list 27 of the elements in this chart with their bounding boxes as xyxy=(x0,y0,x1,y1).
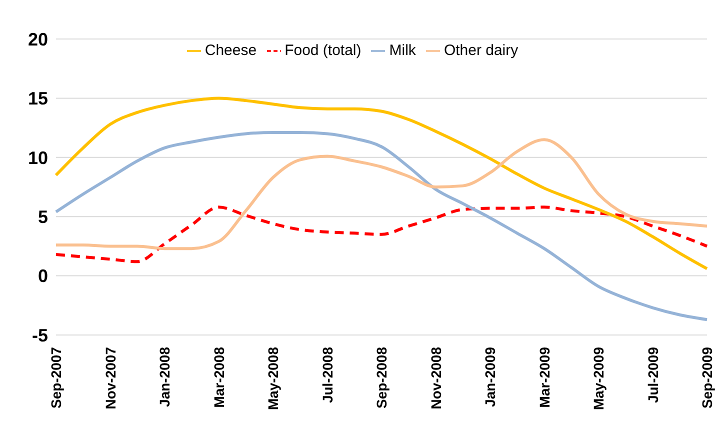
legend-label: Cheese xyxy=(204,42,257,59)
legend-label: Milk xyxy=(389,42,416,59)
y-tick-label: 10 xyxy=(28,148,48,168)
y-tick-label: 0 xyxy=(38,266,48,286)
line-series xyxy=(54,206,708,264)
x-tick-label: Sep-2007 xyxy=(48,346,64,408)
line-series xyxy=(54,131,708,322)
x-tick-label: Nov-2008 xyxy=(428,346,444,410)
x-tick-label: Mar-2009 xyxy=(536,346,552,408)
x-tick-label: Mar-2008 xyxy=(210,346,227,408)
legend-label: Food (total) xyxy=(284,42,362,59)
x-tick-label: Nov-2007 xyxy=(102,346,118,410)
x-tick-label: May-2009 xyxy=(590,346,606,410)
x-tick-label: Jan-2008 xyxy=(156,346,172,407)
y-tick-label: -5 xyxy=(32,325,48,346)
x-tick-label: Jul-2008 xyxy=(319,346,336,404)
y-tick-label: 5 xyxy=(38,206,48,227)
y-tick-label: 15 xyxy=(28,88,48,109)
legend-label: Other dairy xyxy=(444,42,518,59)
x-tick-label: Jan-2009 xyxy=(482,346,498,407)
line-series xyxy=(54,138,708,250)
y-tick-label: 20 xyxy=(28,29,48,50)
line-series xyxy=(54,96,708,270)
x-tick-label: Sep-2008 xyxy=(374,346,390,408)
x-tick-label: Jul-2009 xyxy=(644,346,661,404)
x-tick-label: May-2008 xyxy=(265,346,281,410)
x-tick-label: Sep-2009 xyxy=(699,346,715,408)
